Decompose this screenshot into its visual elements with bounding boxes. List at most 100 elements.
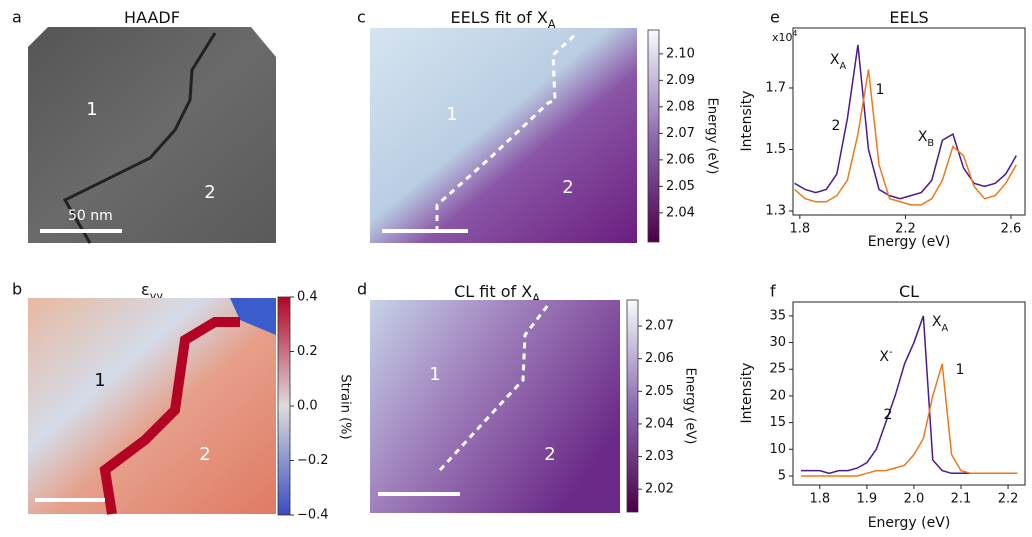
peak-label-main: 2: [832, 118, 841, 134]
colorbar: [626, 299, 639, 513]
x-tick-label: 1.9: [857, 492, 878, 507]
peak-label-main: X: [918, 129, 928, 145]
x-axis-label: Energy (eV): [868, 234, 951, 250]
panel-title: CL: [899, 282, 919, 301]
axis-multiplier-sup: 4: [793, 29, 798, 38]
colorbar-tick-label: 0.0: [297, 399, 318, 414]
peak-label-main: 2: [884, 407, 893, 423]
grain-boundary: [62, 32, 217, 244]
panel-title-main: HAADF: [124, 8, 180, 27]
region-label: 2: [562, 177, 573, 198]
y-tick-label: 20: [769, 388, 786, 403]
colorbar-tick-label: 0.2: [297, 344, 318, 359]
panel-label: d: [357, 280, 367, 299]
colorbar-tick-label: 2.02: [645, 482, 674, 497]
peak-label-main: 1: [956, 362, 965, 378]
plot-frame: [792, 301, 1026, 486]
plot-frame: [792, 27, 1026, 216]
boundary-dash: [438, 304, 550, 472]
panel-label: e: [770, 8, 780, 27]
panel-title: HAADF: [124, 8, 180, 27]
map-image: [370, 300, 620, 513]
y-tick-label: 25: [769, 362, 786, 377]
series-line: [794, 44, 1017, 200]
peak-label-main: 1: [876, 82, 885, 98]
region-label: 1: [86, 99, 97, 120]
peak-label-sup: -: [889, 347, 893, 358]
red-boundary: [99, 317, 240, 515]
y-tick-label: 1.3: [765, 204, 786, 219]
colorbar-tick-label: 2.04: [645, 416, 674, 431]
x-tick-label: 2.1: [951, 492, 972, 507]
map-image: [28, 298, 276, 514]
y-tick-label: 15: [769, 415, 786, 430]
panel-label: f: [770, 282, 776, 301]
colorbar-label: Energy (eV): [705, 98, 720, 175]
peak-label-sub: A: [839, 61, 846, 72]
colorbar-tick-label: 2.09: [666, 73, 695, 88]
axis-multiplier-main: x10: [772, 31, 793, 44]
colorbar-tick-label: 2.05: [666, 179, 695, 194]
panel-title: EELS fit of XA: [451, 8, 556, 31]
map-image: [28, 27, 276, 243]
panel-label: c: [357, 8, 366, 27]
peak-label-sub: B: [927, 138, 934, 149]
colorbar-tick-label: 2.10: [666, 46, 695, 61]
peak-label-main: X: [879, 349, 889, 365]
y-axis-label: Intensity: [739, 91, 755, 152]
colorbar-label: Strain (%): [338, 374, 353, 439]
panel-title-main: ε: [141, 280, 150, 299]
boundary-dash: [435, 31, 579, 232]
peak-label: XB: [918, 129, 935, 149]
series-line: [801, 363, 1018, 477]
panel-title-main: CL fit of X: [454, 282, 532, 301]
colorbar-tick-label: 2.08: [666, 99, 695, 114]
y-tick-label: 1.7: [765, 80, 786, 95]
x-tick-label: 2.2: [998, 492, 1019, 507]
peak-label-main: X: [830, 52, 840, 68]
colorbar-tick-label: 2.05: [645, 384, 674, 399]
map-image: [370, 28, 637, 243]
colorbar-tick-label: 2.06: [666, 152, 695, 167]
colorbar-tick-label: 2.03: [645, 449, 674, 464]
x-tick-label: 1.8: [790, 222, 811, 237]
x-axis-label: Energy (eV): [868, 515, 951, 531]
map-corner: [28, 27, 48, 47]
colorbar-tick-label: 2.04: [666, 205, 695, 220]
peak-label: 2: [832, 118, 841, 134]
region-label: 1: [94, 370, 105, 391]
peak-label: 2: [884, 407, 893, 423]
x-tick-label: 2.6: [1001, 222, 1022, 237]
region-label: 2: [199, 444, 210, 465]
panel-label: b: [12, 280, 22, 299]
region-label: 2: [204, 182, 215, 203]
x-tick-label: 2.0: [904, 492, 925, 507]
panel-title: EELS: [889, 8, 928, 27]
series-line: [794, 69, 1017, 206]
colorbar-tick-label: −0.2: [297, 453, 329, 468]
region-label: 1: [429, 364, 440, 385]
colorbar-tick-label: 2.07: [666, 126, 695, 141]
peak-label-sub: A: [941, 323, 948, 334]
x-tick-label: 2.2: [895, 222, 916, 237]
y-tick-label: 1.5: [765, 142, 786, 157]
x-tick-label: 1.8: [809, 492, 830, 507]
scale-bar-label: 50 nm: [68, 208, 113, 224]
peak-label: 1: [956, 362, 965, 378]
colorbar: [277, 296, 291, 516]
panel-title-sub: A: [532, 292, 540, 305]
map-corner: [251, 27, 276, 57]
axis-multiplier: x104: [772, 29, 798, 45]
colorbar-tick-label: −0.4: [297, 508, 329, 523]
panel-title-main: EELS: [889, 8, 928, 27]
colorbar-tick-label: 2.06: [645, 351, 674, 366]
panel-title-sub: A: [548, 18, 556, 31]
y-tick-label: 35: [769, 308, 786, 323]
colorbar: [647, 29, 660, 243]
colorbar-label: Energy (eV): [683, 368, 698, 445]
series-line: [801, 315, 1018, 475]
colorbar-tick-label: 2.07: [645, 319, 674, 334]
y-axis-label: Intensity: [739, 363, 755, 424]
panel-title-main: EELS fit of X: [451, 8, 548, 27]
